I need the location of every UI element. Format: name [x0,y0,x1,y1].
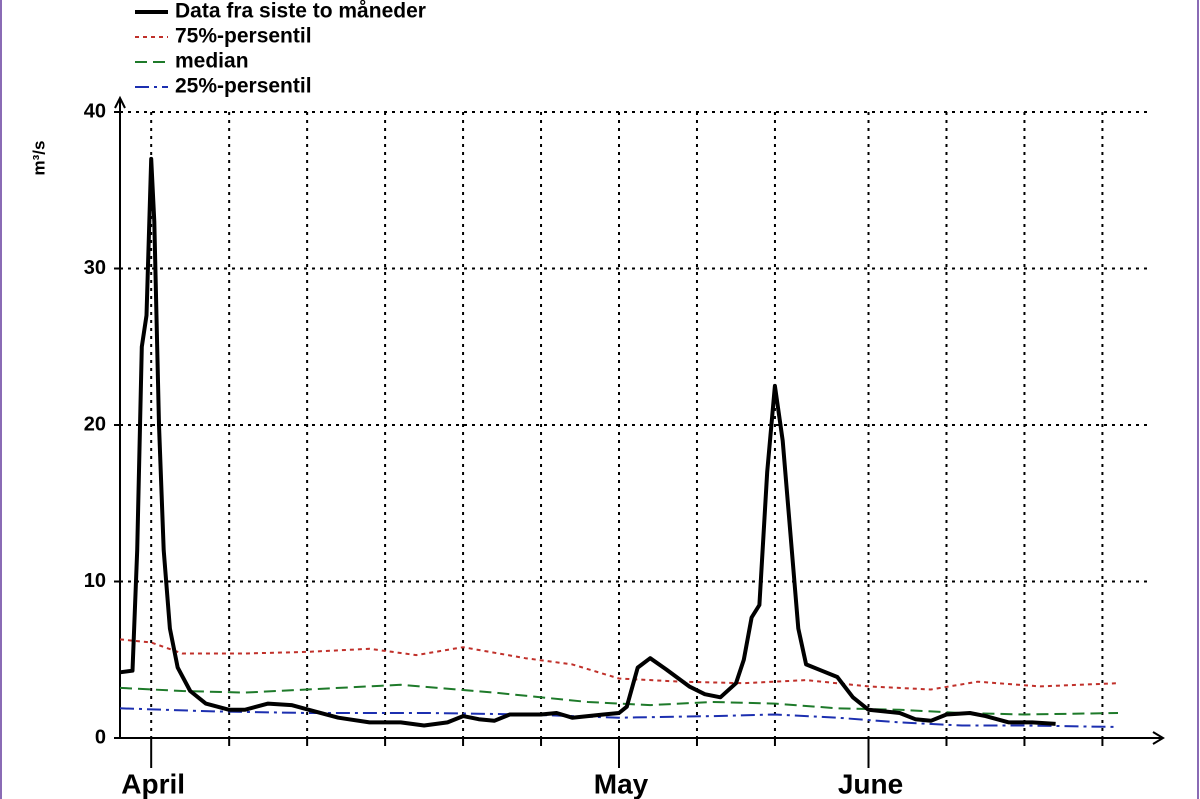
series-line [119,156,1056,728]
x-tick-label: June [838,768,903,799]
x-tick-label: April [121,768,185,799]
y-tick-label: 40 [84,100,106,122]
y-tick-label: 0 [95,726,106,748]
x-tick-label: May [594,768,649,799]
y-tick-label: 10 [84,570,106,592]
y-axis-arrow [114,95,126,109]
y-tick-label: 30 [84,257,106,279]
y-axis-label: m³/s [29,141,48,176]
x-axis-arrow [1152,731,1165,745]
series-line [119,683,1119,716]
legend-label: 25%-persentil [175,75,312,98]
legend-label: Data fra siste to måneder [175,0,426,23]
series-line [119,638,1119,691]
legend-label: median [175,50,249,73]
y-tick-label: 20 [84,413,106,435]
legend-label: 75%-persentil [175,25,312,48]
series-line [119,707,1119,728]
